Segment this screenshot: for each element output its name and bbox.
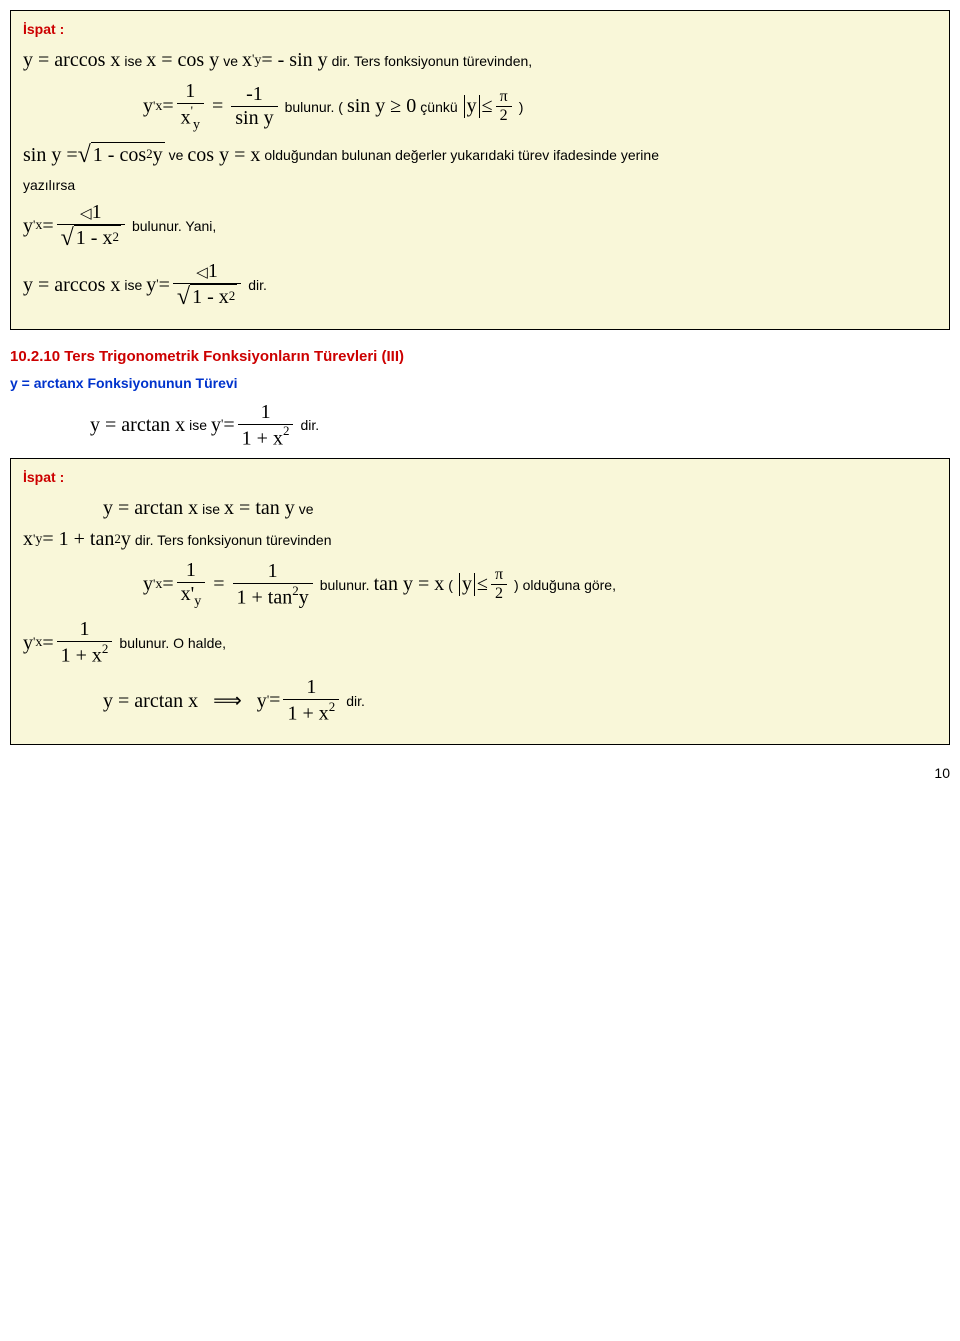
text-dir-ters-2: dir. Ters fonksiyonun türevinden	[135, 532, 332, 548]
ispat-label-2: İspat :	[23, 469, 937, 485]
section-title: 10.2.10 Ters Trigonometrik Fonksiyonları…	[10, 348, 950, 365]
eq-siny-sqrt: sin y = √1 - cos2y	[23, 142, 165, 169]
eq-absy-le: y ≤ π2	[462, 88, 515, 125]
text-olduguna-gore: ) olduğuna göre,	[514, 577, 616, 593]
box1-line2: y'x = 1x'y = -1sin y bulunur. ( sin y ≥ …	[143, 80, 937, 134]
text-cunku: çünkü	[420, 99, 457, 115]
text-bulunur-2: bulunur.	[320, 577, 370, 593]
text-ve-3: ve	[299, 501, 314, 517]
text-bulunur-1: bulunur. (	[285, 99, 343, 115]
eq-y-arccosx-2: y = arccos x	[23, 274, 120, 297]
box2-line3: y'x = 1x'y = 11 + tan2y bulunur. tan y =…	[143, 559, 937, 610]
text-yazilirsa: yazılırsa	[23, 177, 75, 193]
proof-box-arccos: İspat : y = arccos x ise x = cos y ve x'…	[10, 10, 950, 330]
eq-xprime-y: x'y = - sin y	[242, 49, 328, 72]
box1-line1: y = arccos x ise x = cos y ve x'y = - si…	[23, 49, 937, 72]
eq-y-arctanx-2: y = arctan x	[103, 497, 198, 520]
box1-line3b: yazılırsa	[23, 177, 937, 193]
text-ise-2: ise	[124, 277, 142, 293]
eq-yprimex-1over1x2: y'x = 11 + x2	[23, 618, 115, 668]
box1-line4: y'x = ◁1 √1 - x2 bulunur. Yani,	[23, 201, 937, 252]
eq-yprime-1overxprime: y'x = 1x'y = 11 + tan2y	[143, 559, 316, 610]
eq-yprime-frac1: y'x = 1x'y = -1sin y	[143, 80, 281, 134]
section-theorem: y = arctan x ise y' = 11 + x2 dir.	[90, 401, 950, 451]
text-dir-3: dir.	[346, 693, 365, 709]
text-ise-4: ise	[202, 501, 220, 517]
eq-cosy-x: cos y = x	[187, 144, 260, 167]
box2-line5: y = arctan x ⟹ y' = 11 + x2 dir.	[103, 676, 937, 726]
box1-line3a: sin y = √1 - cos2y ve cos y = x olduğund…	[23, 142, 937, 169]
eq-yprime-neg1sqrt-2: y' = ◁1 √1 - x2	[146, 260, 244, 311]
eq-tany-x: tan y = x	[374, 573, 445, 596]
text-ise-3: ise	[189, 417, 207, 433]
eq-y-arccosx: y = arccos x	[23, 49, 120, 72]
proof-box-arctan: İspat : y = arctan x ise x = tan y ve x'…	[10, 458, 950, 744]
text-ve-2: ve	[169, 147, 184, 163]
text-dir-1: dir.	[248, 277, 267, 293]
eq-final-arctan: y = arctan x ⟹ y' = 11 + x2	[103, 676, 342, 726]
text-paren-open: (	[448, 577, 453, 593]
text-dir-2: dir.	[300, 417, 319, 433]
text-bulunur-yani: bulunur. Yani,	[132, 218, 216, 234]
box2-line2: x'y = 1 + tan2y dir. Ters fonksiyonun tü…	[23, 528, 937, 551]
eq-xprimey-tan2: x'y = 1 + tan2y	[23, 528, 131, 551]
text-paren-close-1: )	[519, 99, 524, 115]
eq-absy-le-2: y ≤ π2	[457, 566, 510, 603]
eq-yprime-1over1x2: y' = 11 + x2	[211, 401, 296, 451]
text-ise-1: ise	[124, 53, 142, 69]
text-oldugundan: olduğundan bulunan değerler yukarıdaki t…	[264, 147, 659, 163]
ispat-label-1: İspat :	[23, 21, 937, 37]
text-bulunur-ohalde: bulunur. O halde,	[119, 635, 226, 651]
eq-yprime-neg1sqrt: y'x = ◁1 √1 - x2	[23, 201, 128, 252]
page-number: 10	[10, 765, 950, 781]
eq-siny-ge0: sin y ≥ 0	[347, 95, 416, 118]
section-subtitle: y = arctanx Fonksiyonunun Türevi	[10, 375, 950, 391]
text-dir-ters-1: dir. Ters fonksiyonun türevinden,	[332, 53, 533, 69]
box2-line1: y = arctan x ise x = tan y ve	[103, 497, 937, 520]
box2-line4: y'x = 11 + x2 bulunur. O halde,	[23, 618, 937, 668]
box1-line5: y = arccos x ise y' = ◁1 √1 - x2 dir.	[23, 260, 937, 311]
eq-x-tany: x = tan y	[224, 497, 295, 520]
text-ve-1: ve	[223, 53, 238, 69]
eq-y-arctanx: y = arctan x	[90, 414, 185, 437]
eq-x-cosy: x = cos y	[146, 49, 219, 72]
